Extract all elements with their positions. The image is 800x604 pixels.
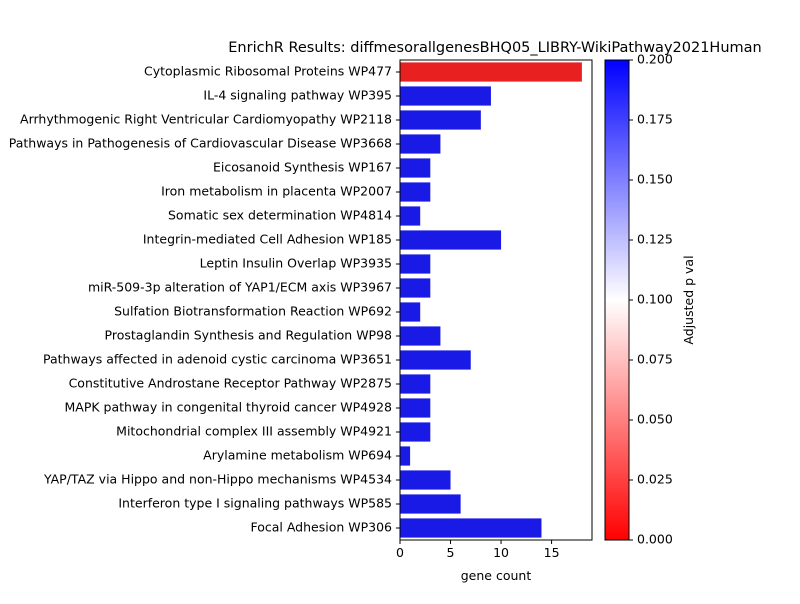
bar (400, 158, 431, 178)
y-tick-label: Constitutive Androstane Receptor Pathway… (69, 376, 392, 391)
bar (400, 518, 542, 538)
bar (400, 134, 441, 154)
chart-title: EnrichR Results: diffmesorallgenesBHQ05_… (228, 40, 761, 56)
y-tick-label: Mitochondrial complex III assembly WP492… (116, 424, 392, 439)
y-tick-label: Iron metabolism in placenta WP2007 (161, 184, 392, 199)
x-axis: 0 5 10 15 (396, 540, 560, 560)
y-tick-label: IL-4 signaling pathway WP395 (203, 88, 392, 103)
y-tick-labels: Cytoplasmic Ribosomal Proteins WP477 IL-4… (9, 64, 400, 535)
bar (400, 110, 481, 130)
colorbar: 0.000 0.025 0.050 0.075 0.100 0.125 0.150 0.175… (604, 52, 673, 547)
x-tick-label: 15 (544, 545, 560, 560)
bars-layer (400, 62, 582, 538)
y-tick-label: Leptin Insulin Overlap WP3935 (200, 256, 392, 271)
colorbar-tick-label: 0.125 (637, 232, 673, 247)
colorbar-gradient (604, 59, 630, 541)
colorbar-tick-label: 0.075 (637, 352, 673, 367)
y-tick-label: Focal Adhesion WP306 (250, 520, 392, 535)
bar (400, 398, 431, 418)
bar (400, 182, 431, 202)
colorbar-tick-label: 0.150 (637, 172, 673, 187)
y-tick-label: miR-509-3p alteration of YAP1/ECM axis W… (88, 280, 392, 295)
y-tick-label: Sulfation Biotransformation Reaction WP6… (114, 304, 392, 319)
colorbar-label: Adjusted p val (681, 255, 696, 344)
y-tick-label: Eicosanoid Synthesis WP167 (213, 160, 392, 175)
bar (400, 326, 441, 346)
bar (400, 254, 431, 274)
colorbar-tick-label: 0.200 (637, 52, 673, 67)
bar (400, 86, 491, 106)
y-tick-label: Interferon type I signaling pathways WP5… (118, 496, 392, 511)
colorbar-tick-label: 0.050 (637, 412, 673, 427)
x-tick-label: 0 (396, 545, 404, 560)
y-tick-label: Arrhythmogenic Right Ventricular Cardiom… (20, 112, 392, 127)
bar (400, 230, 502, 250)
bar (400, 470, 451, 490)
bar (400, 350, 471, 370)
y-tick-label: Integrin-mediated Cell Adhesion WP185 (143, 232, 392, 247)
bar (400, 278, 431, 298)
y-tick-label: Prostaglandin Synthesis and Regulation W… (105, 328, 392, 343)
x-axis-label: gene count (461, 568, 532, 583)
y-tick-label: Somatic sex determination WP4814 (168, 208, 392, 223)
bar (400, 206, 421, 226)
x-tick-label: 5 (447, 545, 455, 560)
y-tick-label: Pathways in Pathogenesis of Cardiovascul… (9, 136, 392, 151)
bar (400, 494, 461, 514)
colorbar-tick-label: 0.000 (637, 532, 673, 547)
x-tick-label: 10 (493, 545, 509, 560)
bar (400, 62, 582, 82)
bar (400, 422, 431, 442)
y-tick-label: Cytoplasmic Ribosomal Proteins WP477 (144, 64, 392, 79)
bar (400, 302, 421, 322)
y-tick-label: Pathways affected in adenoid cystic carc… (43, 352, 392, 367)
colorbar-tick-label: 0.025 (637, 472, 673, 487)
y-tick-label: Arylamine metabolism WP694 (203, 448, 392, 463)
bar (400, 446, 411, 466)
colorbar-tick-label: 0.175 (637, 112, 673, 127)
y-tick-label: YAP/TAZ via Hippo and non-Hippo mechanis… (43, 472, 392, 487)
plot-frame (399, 59, 593, 541)
y-tick-label: MAPK pathway in congenital thyroid cance… (64, 400, 392, 415)
bar (400, 374, 431, 394)
colorbar-tick-label: 0.100 (637, 292, 673, 307)
